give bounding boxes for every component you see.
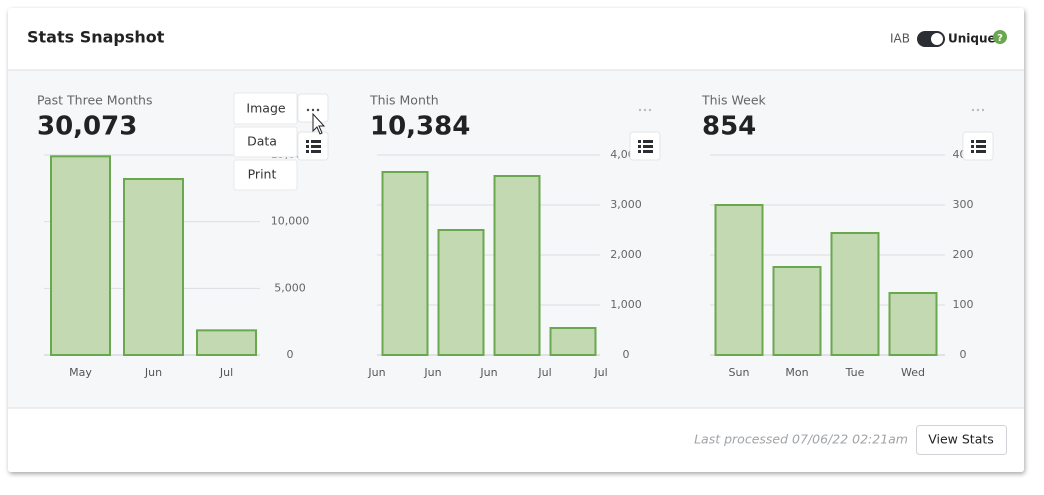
- last-processed: Last processed 07/06/22 02:21am: [694, 432, 908, 447]
- bar: [123, 178, 184, 356]
- y-tick-label: 0: [960, 348, 967, 361]
- bar: [714, 204, 764, 356]
- dot: [648, 108, 652, 112]
- dot: [976, 108, 980, 112]
- menu-item[interactable]: Print: [248, 167, 277, 182]
- dot: [971, 108, 975, 112]
- bar: [888, 292, 938, 356]
- y-tick-label: 10,000: [271, 215, 310, 228]
- x-tick-label: Mon: [785, 366, 808, 379]
- menu-item-box[interactable]: [233, 92, 298, 125]
- y-tick-label: 200: [953, 248, 974, 261]
- menu-item[interactable]: Image: [246, 101, 285, 116]
- dot: [981, 108, 985, 112]
- dot: [311, 108, 315, 112]
- list-icon: [306, 140, 321, 153]
- x-tick-label: Jun: [144, 366, 162, 379]
- bar: [830, 232, 880, 356]
- y-tick-label: 2,000: [610, 248, 642, 261]
- toggle-knob: [931, 33, 943, 45]
- menu-item[interactable]: Data: [247, 134, 277, 149]
- x-tick-label: Jul: [593, 366, 607, 379]
- menu-item-box[interactable]: [233, 159, 298, 191]
- list-icon: [638, 140, 653, 153]
- chart-total: 30,073: [37, 112, 137, 142]
- card-title: Stats Snapshot: [27, 28, 165, 47]
- bar: [549, 327, 597, 356]
- x-tick-label: Jun: [423, 366, 441, 379]
- menu-item-box[interactable]: [233, 126, 298, 158]
- chart-label: This Week: [701, 93, 767, 108]
- chart-label: Past Three Months: [37, 93, 153, 108]
- x-tick-label: Jul: [537, 366, 551, 379]
- dot: [643, 108, 647, 112]
- help-icon-text: ?: [997, 33, 1003, 44]
- dot: [638, 108, 642, 112]
- x-tick-label: Wed: [901, 366, 925, 379]
- bar: [772, 266, 822, 356]
- y-tick-label: 0: [623, 348, 630, 361]
- view-stats-label[interactable]: View Stats: [928, 432, 994, 447]
- x-tick-label: May: [69, 366, 92, 379]
- toggle-right-label: Unique: [948, 32, 996, 46]
- x-tick-label: Sun: [729, 366, 750, 379]
- help-icon[interactable]: [993, 30, 1007, 44]
- bar: [196, 329, 257, 357]
- more-button[interactable]: [630, 94, 660, 122]
- bar: [437, 229, 485, 356]
- y-tick-label: 3,000: [610, 198, 642, 211]
- y-tick-label: 5,000: [274, 281, 306, 294]
- dot: [316, 108, 320, 112]
- x-tick-label: Jun: [367, 366, 385, 379]
- y-tick-label: 300: [953, 198, 974, 211]
- more-button[interactable]: [963, 94, 993, 122]
- view-stats-button[interactable]: [916, 425, 1007, 455]
- y-tick-label: 100: [953, 298, 974, 311]
- y-tick-label: 0: [287, 348, 294, 361]
- bar: [50, 155, 111, 356]
- list-icon: [971, 140, 986, 153]
- mouse-cursor: [312, 112, 326, 135]
- toggle-left-label: IAB: [890, 32, 910, 46]
- y-tick-label: 1,000: [610, 298, 642, 311]
- chart-controls: Image Data Print: [233, 92, 994, 191]
- x-tick-label: Jun: [479, 366, 497, 379]
- bar: [493, 175, 541, 356]
- bar: [381, 171, 429, 356]
- x-tick-label: Jul: [219, 366, 233, 379]
- chart-label: This Month: [369, 93, 439, 108]
- chart-total: 10,384: [370, 112, 470, 142]
- chart-total: 854: [702, 112, 756, 142]
- x-tick-label: Tue: [845, 366, 865, 379]
- dot: [306, 108, 310, 112]
